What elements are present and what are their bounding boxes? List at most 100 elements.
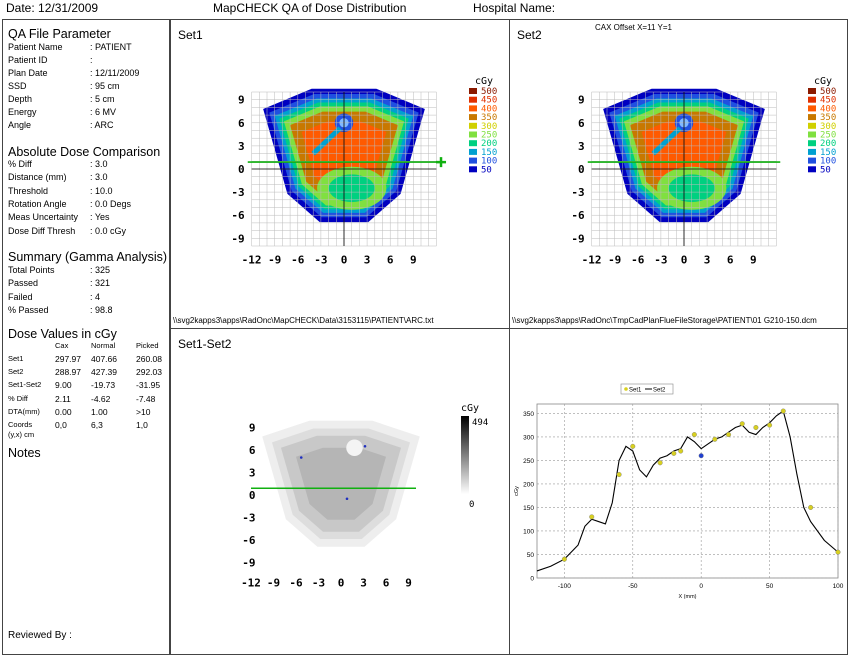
notes-label: Notes xyxy=(8,446,41,460)
legend-swatch xyxy=(469,157,477,164)
set1-point xyxy=(726,432,732,438)
set1-point xyxy=(753,425,759,431)
legend-set1-marker xyxy=(624,387,628,391)
map-x-tick: 6 xyxy=(727,254,734,267)
map-y-tick: -3 xyxy=(231,186,244,199)
set1-panel: Set1 -12 -9 -6 -3 0 3 6 9 9 6 3 0 -3 -6 -9 cGy 500 450 400… xyxy=(170,19,510,329)
x-tick-label: 50 xyxy=(766,583,774,590)
legend-swatch xyxy=(469,140,477,147)
map-x-tick: 3 xyxy=(704,254,711,267)
legend-label: 150 xyxy=(820,148,836,158)
legend-swatch xyxy=(469,122,477,129)
map-x-tick: -9 xyxy=(608,254,621,267)
y-tick-label: 150 xyxy=(523,505,534,512)
set1-point xyxy=(616,472,622,478)
map-y-tick: -9 xyxy=(571,232,584,245)
map-y-tick: 9 xyxy=(578,94,585,107)
dose-cell: 1,0 xyxy=(136,420,148,430)
legend-swatch xyxy=(469,166,477,173)
dose-cold-channel xyxy=(651,126,682,156)
map-x-tick: -12 xyxy=(242,254,262,267)
legend-label: 300 xyxy=(820,122,836,132)
abs-dose-row: Rotation Angle: 0.0 Degs xyxy=(8,199,168,211)
legend-swatch xyxy=(808,114,816,121)
set1-point xyxy=(808,504,814,510)
map-y-tick: 3 xyxy=(249,467,256,480)
failed-point xyxy=(363,444,367,448)
set1-file-path: \\svg2kapps3\apps\RadOnc\MapCHECK\Data\3… xyxy=(173,316,434,325)
dose-cell: 288.97 xyxy=(55,367,81,378)
legend-swatch xyxy=(469,148,477,155)
dose-cell: 9.00 xyxy=(55,380,72,391)
legend-label: 500 xyxy=(820,87,836,97)
set2-panel: Set2 CAX Offset X=11 Y=1 -12 -9 -6 -3 0 3 6 9 9 6… xyxy=(509,19,848,329)
map-y-tick: 0 xyxy=(238,163,245,176)
qa-param-row: SSD : 95 cm xyxy=(8,81,168,93)
x-tick-label: -100 xyxy=(558,583,571,590)
abs-dose-label: Meas Uncertainty xyxy=(8,212,79,223)
x-axis-label: X (mm) xyxy=(678,594,696,600)
profile-panel: 0 50 100 150 200 250 300 350 -100 -50 0 50 100 X (mm)… xyxy=(509,328,848,655)
set1-point xyxy=(698,453,704,459)
set1-point xyxy=(678,448,684,454)
map-y-tick: -3 xyxy=(242,512,255,525)
y-axis-label: cGy xyxy=(514,486,520,496)
legend-swatch xyxy=(808,157,816,164)
set2-dose-map: -12 -9 -6 -3 0 3 6 9 9 6 3 0 -3 -6 -9 cGy50045040035030… xyxy=(571,76,836,267)
dose-row-label: (y,x) cm xyxy=(8,430,35,440)
abs-dose-label: Threshold xyxy=(8,185,49,196)
qa-param-value: : xyxy=(90,55,93,65)
map-x-tick: 0 xyxy=(338,577,345,590)
legend-swatch xyxy=(808,88,816,94)
diff-title: Set1-Set2 xyxy=(178,337,232,351)
map-x-tick: 3 xyxy=(360,577,367,590)
set1-point xyxy=(691,432,697,438)
map-x-tick: 9 xyxy=(410,254,417,267)
legend-swatch xyxy=(808,96,816,103)
qa-param-value: : 12/11/2009 xyxy=(90,68,140,78)
abs-dose-row: Threshold: 10.0 xyxy=(8,186,168,198)
map-x-tick: 9 xyxy=(750,254,757,267)
summary-row: Failed: 4 xyxy=(8,292,168,304)
legend-label: 50 xyxy=(820,165,831,175)
qa-param-value: : PATIENT xyxy=(90,42,132,52)
qa-param-value: : 95 cm xyxy=(90,81,120,91)
abs-dose-label: % Diff xyxy=(8,159,32,169)
legend-swatch xyxy=(808,122,816,129)
dose-row-label: Set2 xyxy=(8,367,24,377)
set1-point xyxy=(671,450,677,456)
legend-swatch xyxy=(469,131,477,138)
set1-dose-map: -12 -9 -6 -3 0 3 6 9 9 6 3 0 -3 -6 -9 cGy50045040035030… xyxy=(231,76,497,267)
difference-panel: Set1-Set2 -12 -9 -6 -3 0 3 6 9 9 6 3 0 -3 -6 -9 cGy 494 0 xyxy=(170,328,510,655)
map-x-tick: -12 xyxy=(241,577,261,590)
qa-param-label: Patient Name xyxy=(8,42,63,52)
dose-cell: -31.95 xyxy=(136,380,161,391)
dose-cell: 407.66 xyxy=(91,354,117,364)
summary-label: Failed xyxy=(8,291,33,302)
abs-dose-value: : 3.0 xyxy=(90,172,108,183)
map-y-tick: -6 xyxy=(231,209,245,222)
y-tick-label: 250 xyxy=(523,458,534,465)
dose-cell: >10 xyxy=(136,406,151,417)
summary-row: Total Points: 325 xyxy=(8,265,168,277)
map-x-tick: -3 xyxy=(314,254,327,267)
map-x-tick: 9 xyxy=(405,577,412,590)
dose-cell: 292.03 xyxy=(136,367,162,378)
profile-crosshair-icon xyxy=(436,157,447,168)
abs-dose-label: Dose Diff Thresh xyxy=(8,225,76,236)
legend-swatch xyxy=(808,140,816,147)
legend-swatch xyxy=(469,88,477,94)
qa-param-label: SSD xyxy=(8,81,27,91)
dose-cell: 427.39 xyxy=(91,367,117,378)
abs-dose-value: : 3.0 xyxy=(90,159,108,169)
dose-values-title: Dose Values in cGy xyxy=(8,327,117,341)
map-y-tick: 6 xyxy=(238,117,245,130)
dose-cell: 0.00 xyxy=(55,406,72,417)
summary-label: Passed xyxy=(8,278,39,289)
map-y-tick: -6 xyxy=(242,534,256,547)
map-y-tick: 6 xyxy=(249,444,256,457)
legend-label: 500 xyxy=(481,87,497,97)
summary-value: : 98.8 xyxy=(90,304,113,315)
legend-swatch xyxy=(808,148,816,155)
qa-param-label: Angle xyxy=(8,120,32,130)
